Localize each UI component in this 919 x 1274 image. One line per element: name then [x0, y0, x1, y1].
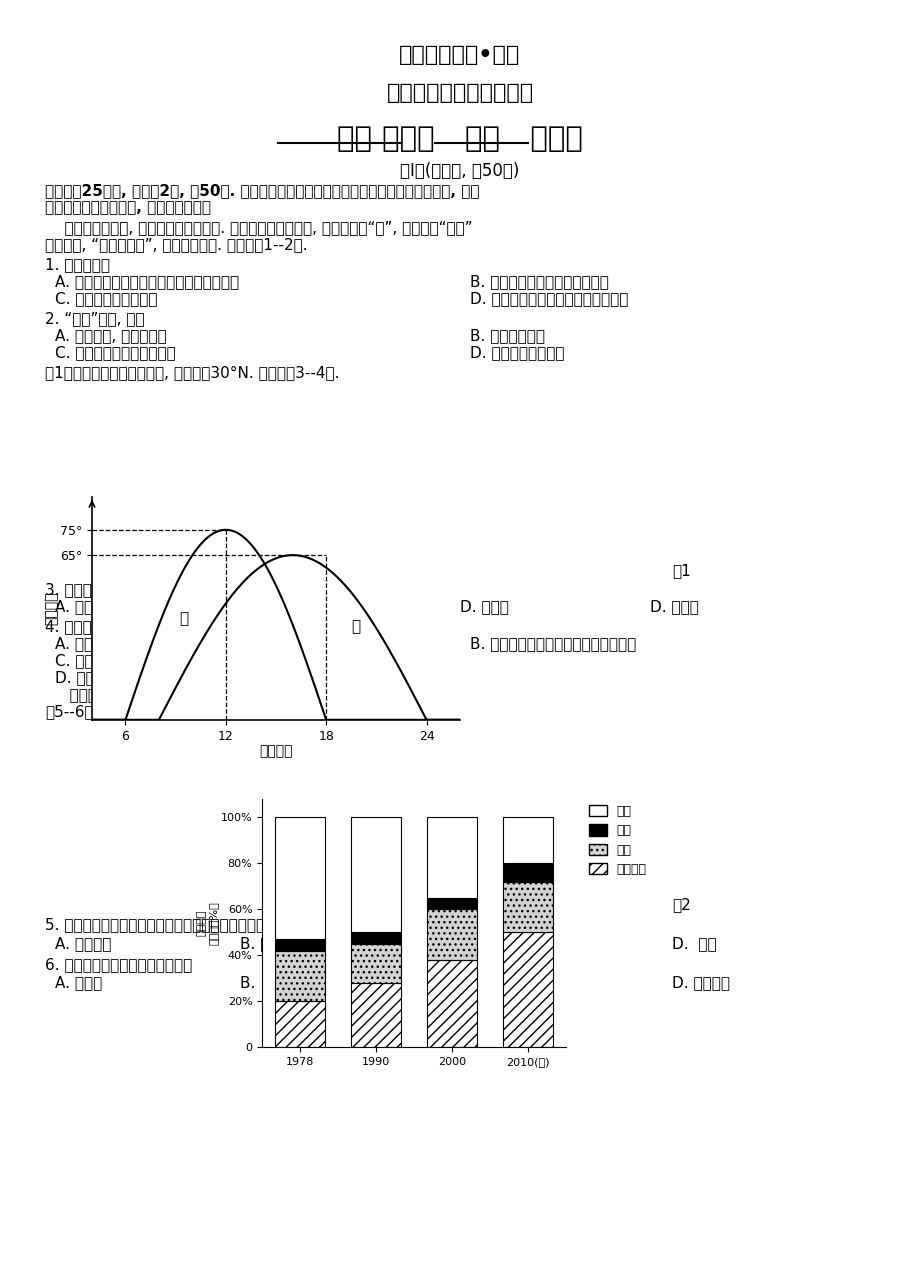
Bar	[426, 898, 476, 910]
X-axis label: 北京时间: 北京时间	[259, 744, 292, 758]
Bar	[426, 817, 476, 898]
Text: A. 昼长夜短, 且昼长变长: A. 昼长夜短, 且昼长变长	[55, 327, 166, 343]
Bar	[503, 864, 552, 882]
Text: B. 全球昼半球与夜半球面积相等: B. 全球昼半球与夜半球面积相等	[470, 274, 608, 289]
Text: B. 东北方: B. 东北方	[230, 599, 278, 614]
Text: D. 甲地较乙地昼夜长短的年变化幅度小城市建设深: D. 甲地较乙地昼夜长短的年变化幅度小城市建设深	[55, 670, 267, 685]
Y-axis label: 城市土地
覆盖率（%）: 城市土地 覆盖率（%）	[197, 901, 218, 945]
Text: C. 气压带风带向南移动: C. 气压带风带向南移动	[55, 290, 157, 306]
Text: 本大题共25小题, 每小题2分, 共50分. 在每小题给出的四个选项中只有一个选项最符合题意, 选出: 本大题共25小题, 每小题2分, 共50分. 在每小题给出的四个选项中只有一个选…	[45, 183, 479, 197]
Legend: 其它, 水体, 植被, 不透水层: 其它, 水体, 植被, 不透水层	[584, 800, 651, 880]
Text: B. 甲、乙两地仅有一天日出地方时相同: B. 甲、乙两地仅有一天日出地方时相同	[470, 636, 636, 651]
Text: 乙: 乙	[351, 619, 360, 634]
Text: 成5--6题.: 成5--6题.	[45, 705, 98, 719]
Y-axis label: 太阳高度: 太阳高度	[44, 591, 59, 626]
Text: C. 正午太阳高度角不断变小: C. 正午太阳高度角不断变小	[55, 345, 176, 361]
Bar	[426, 959, 476, 1047]
Text: D. 东南方: D. 东南方	[650, 599, 698, 614]
Text: 2. “数九”期间, 福州: 2. “数九”期间, 福州	[45, 311, 144, 326]
Text: A. 水汽输送: A. 水汽输送	[55, 936, 111, 950]
Text: 高中 三年级   地理   科试卷: 高中 三年级 地理 科试卷	[336, 125, 583, 153]
Bar	[275, 817, 324, 939]
Bar	[351, 817, 401, 933]
Text: 图2: 图2	[671, 897, 690, 912]
Text: A. 西北方: A. 西北方	[55, 599, 102, 614]
Text: C. 乙地一年中正午日影朝南时间比朝北时间长: C. 乙地一年中正午日影朝南时间比朝北时间长	[55, 654, 248, 668]
Text: 第I卷(选择题, 共50分): 第I卷(选择题, 共50分)	[400, 162, 519, 180]
Text: B. 昼最长夜最短: B. 昼最长夜最短	[470, 327, 544, 343]
Text: 甲: 甲	[179, 612, 187, 627]
Bar	[275, 950, 324, 1001]
Text: D. 狭管效应: D. 狭管效应	[671, 975, 729, 990]
Bar	[351, 944, 401, 982]
Text: 5. 该城市城市化过程中对水循环各环节影响最明显的是: 5. 该城市城市化过程中对水循环各环节影响最明显的是	[45, 917, 274, 933]
Text: B. 下渗: B. 下渗	[240, 936, 278, 950]
Text: D. 南半球各地正午太阳高度达最大值: D. 南半球各地正午太阳高度达最大值	[470, 290, 628, 306]
Bar	[351, 982, 401, 1047]
Text: 八县（市）一中期中联考: 八县（市）一中期中联考	[386, 83, 533, 103]
Text: 3. 甲地位于乙地: 3. 甲地位于乙地	[45, 582, 119, 598]
Text: 最新教学资料•地理: 最新教学资料•地理	[399, 45, 520, 65]
Text: D.  蒸发: D. 蒸发	[671, 936, 716, 950]
Text: 图1: 图1	[671, 563, 690, 578]
Text: 八十一天, “九尽桃花开”, 天气就暖和了. 据此完成1--2题.: 八十一天, “九尽桃花开”, 天气就暖和了. 据此完成1--2题.	[45, 237, 307, 252]
Text: 最符合题目要求的选项, 填涂在答题卡上: 最符合题目要求的选项, 填涂在答题卡上	[45, 200, 210, 215]
Text: A. 甲、乙两地仅有一天正午太阳高度相同: A. 甲、乙两地仅有一天正午太阳高度相同	[55, 636, 230, 651]
Text: 数九又称冬九九, 是一种汉族民间节气. 数九从每年冬至开始, 每九天算一“九”, 一直数到“九九”: 数九又称冬九九, 是一种汉族民间节气. 数九从每年冬至开始, 每九天算一“九”,…	[45, 220, 472, 234]
Text: 6. 该城市城市化过程中最容易诱发: 6. 该城市城市化过程中最容易诱发	[45, 957, 192, 972]
Text: D. 日出时间不断提前: D. 日出时间不断提前	[470, 345, 564, 361]
Text: C. 降水: C. 降水	[460, 936, 498, 950]
Text: 4. 一年中关于甲、乙二地描述正确的是: 4. 一年中关于甲、乙二地描述正确的是	[45, 619, 210, 634]
Bar	[275, 1001, 324, 1047]
Text: C. 洪涝灾害: C. 洪涝灾害	[460, 975, 516, 990]
Bar	[503, 882, 552, 933]
Bar	[426, 910, 476, 959]
Bar	[275, 939, 324, 950]
Text: 刻地改变了大自然的水循环过程. 图2为某城市土地覆盖变化示意图. 据此完: 刻地改变了大自然的水循环过程. 图2为某城市土地覆盖变化示意图. 据此完	[55, 687, 381, 702]
Text: A. 太阳直射点位于位于赤道与南回归线之间: A. 太阳直射点位于位于赤道与南回归线之间	[55, 274, 239, 289]
Text: D. 西南方: D. 西南方	[460, 599, 508, 614]
Bar	[503, 817, 552, 864]
Bar	[503, 933, 552, 1047]
Text: B.  风沙侵袭: B. 风沙侵袭	[240, 975, 301, 990]
Text: 1. 数九开始时: 1. 数九开始时	[45, 257, 110, 273]
Text: 图1是某日两地太阳高度变化, 甲地位于30°N. 据此完成3--4题.: 图1是某日两地太阳高度变化, 甲地位于30°N. 据此完成3--4题.	[45, 364, 339, 380]
Bar	[351, 933, 401, 944]
Text: A. 泥石流: A. 泥石流	[55, 975, 102, 990]
